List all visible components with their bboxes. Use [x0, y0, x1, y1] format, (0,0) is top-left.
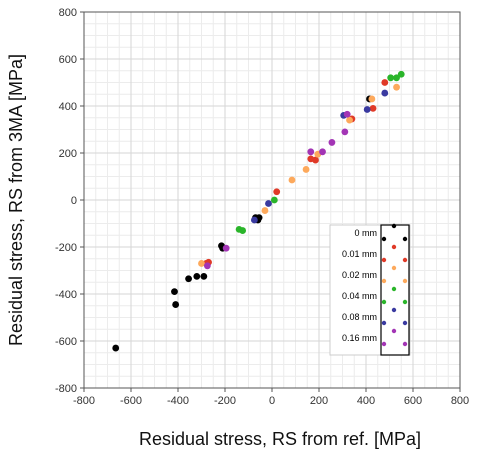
x-tick-label: -400: [167, 395, 189, 407]
legend-label: 0.16 mm: [342, 333, 377, 343]
legend-label: 0 mm: [355, 228, 378, 238]
data-point-series-3: [239, 227, 247, 234]
data-point-series-4: [250, 216, 258, 224]
legend-label: 0.04 mm: [342, 291, 377, 301]
x-tick-label: 600: [404, 395, 422, 407]
legend-marker: [381, 341, 387, 347]
legend-marker: [381, 299, 387, 305]
y-axis-title: Residual stress, RS from 3MA [MPa]: [6, 54, 26, 346]
legend-marker: [402, 278, 408, 284]
data-point-series-5: [203, 262, 211, 270]
legend-label: 0.02 mm: [342, 270, 377, 280]
legend-marker: [402, 320, 408, 326]
data-point-series-3: [387, 74, 395, 82]
x-tick-label: 400: [357, 395, 375, 407]
data-point-series-5: [307, 148, 315, 156]
y-axis-ticks: 800 600 400 200 0 -200 -400 -600 -800: [55, 7, 84, 395]
data-point-series-2: [288, 176, 296, 184]
x-tick-label: 800: [451, 395, 469, 407]
data-point-series-3: [393, 74, 400, 82]
legend-marker: [381, 257, 387, 263]
legend-label: 0.01 mm: [342, 249, 377, 259]
data-point-series-4: [381, 89, 389, 97]
data-point-series-1: [312, 156, 319, 164]
x-tick-label: -600: [120, 395, 142, 407]
x-axis-ticks: -800 -600 -400 -200 0 200 400 600 800: [73, 388, 469, 407]
legend-marker: [391, 265, 397, 271]
data-point-series-4: [363, 106, 371, 113]
data-point-series-2: [302, 166, 310, 173]
y-tick-label: -800: [55, 383, 77, 395]
legend: 0 mm 0.01 mm 0.02 mm 0.04 mm 0.08 mm 0.16 mm: [329, 223, 411, 356]
data-point-series-0: [200, 272, 208, 280]
legend-marker: [391, 223, 397, 229]
data-point-series-1: [381, 79, 389, 86]
data-point-series-4: [265, 200, 272, 207]
data-point-series-2: [368, 95, 376, 103]
data-point-series-0: [172, 301, 180, 308]
data-point-series-5: [222, 244, 230, 252]
legend-marker: [391, 286, 397, 292]
legend-marker: [381, 236, 387, 242]
data-point-series-5: [319, 148, 326, 156]
data-point-series-0: [185, 275, 192, 283]
y-tick-label: -400: [55, 289, 77, 301]
legend-marker: [381, 320, 387, 326]
y-tick-label: 400: [59, 101, 77, 113]
y-tick-label: 0: [71, 195, 77, 207]
legend-marker: [402, 236, 408, 242]
x-axis-title: Residual stress, RS from ref. [MPa]: [139, 429, 421, 449]
x-tick-label: -200: [214, 395, 236, 407]
data-point-series-1: [369, 104, 377, 112]
data-point-series-2: [261, 207, 269, 214]
data-point-series-2: [198, 260, 205, 267]
data-point-series-2: [346, 116, 353, 124]
data-point-series-0: [171, 288, 178, 296]
data-point-series-1: [273, 188, 281, 196]
data-point-series-5: [341, 128, 349, 136]
legend-label: 0.08 mm: [342, 312, 377, 322]
legend-marker: [381, 278, 387, 284]
y-tick-label: -600: [55, 336, 77, 348]
y-tick-label: 600: [59, 54, 77, 66]
data-points: [112, 70, 405, 352]
y-tick-label: -200: [55, 242, 77, 254]
data-point-series-3: [270, 196, 278, 204]
data-point-series-0: [193, 272, 201, 280]
x-tick-label: 200: [310, 395, 328, 407]
data-point-series-2: [393, 83, 400, 91]
x-tick-label: 0: [269, 395, 275, 407]
legend-marker: [402, 341, 408, 347]
legend-marker: [391, 244, 397, 250]
x-tick-label: -800: [73, 395, 95, 407]
y-tick-label: 200: [59, 148, 77, 160]
legend-marker: [402, 299, 408, 305]
data-point-series-3: [397, 70, 405, 78]
data-point-series-5: [343, 110, 351, 118]
data-point-series-0: [112, 344, 120, 352]
y-tick-label: 800: [59, 7, 77, 19]
legend-marker: [391, 328, 397, 334]
legend-marker: [391, 307, 397, 313]
legend-marker: [402, 257, 408, 263]
data-point-series-5: [328, 139, 336, 146]
